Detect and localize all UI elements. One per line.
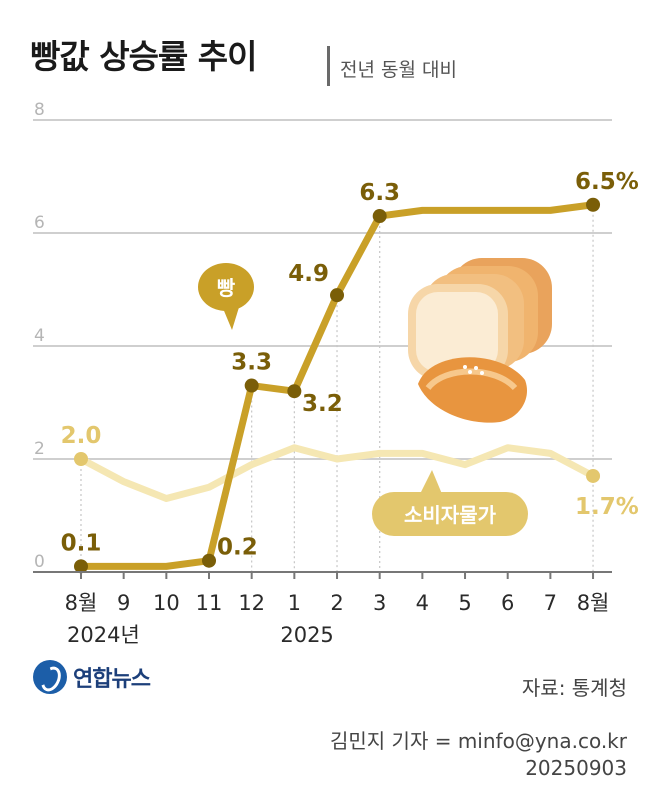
x-tick-label: 10 <box>153 591 180 615</box>
bread-point <box>372 209 387 224</box>
cpi-point <box>74 452 88 466</box>
x-tick-label: 5 <box>458 591 471 615</box>
x-tick-label: 9 <box>117 591 130 615</box>
bread-point <box>330 288 345 303</box>
chart-title: 빵값 상승률 추이 <box>30 37 257 76</box>
credit-block: 김민지 기자 = minfo@yna.co.kr 20250903 <box>330 728 627 782</box>
y-tick-label: 8 <box>34 100 45 120</box>
bread-data-label: 0.1 <box>61 530 102 556</box>
y-tick-label: 2 <box>34 439 45 459</box>
bread-data-label: 4.9 <box>288 261 329 287</box>
y-tick-label: 6 <box>34 213 45 233</box>
x-tick-label: 8월 <box>577 591 610 615</box>
y-tick-label: 0 <box>34 552 45 572</box>
bread-point <box>202 553 217 568</box>
bread-data-label: 6.3 <box>359 180 400 206</box>
logo-text: 연합뉴스 <box>73 667 151 692</box>
x-tick-label: 8월 <box>65 591 98 615</box>
year-label: 2024년 <box>67 623 140 647</box>
x-tick-label: 12 <box>238 591 265 615</box>
x-tick-label: 6 <box>501 591 514 615</box>
y-tick-label: 4 <box>34 326 45 346</box>
x-tick-label: 1 <box>288 591 301 615</box>
x-tick-label: 2 <box>330 591 343 615</box>
bread-legend-bubble: 빵 <box>198 263 254 330</box>
title-divider <box>327 46 330 86</box>
x-tick-label: 3 <box>373 591 386 615</box>
yonhap-logo-icon <box>33 660 67 694</box>
bread-point <box>244 378 259 393</box>
bread-point <box>287 384 302 399</box>
cpi-point <box>586 468 601 483</box>
cpi-legend-bubble: 소비자물가 <box>372 470 528 536</box>
bread-series-name: 빵 <box>217 276 236 300</box>
yonhap-logo: 연합뉴스 <box>33 660 151 694</box>
source-note: 자료: 통계청 <box>521 676 627 700</box>
date-line: 20250903 <box>525 756 627 780</box>
credit-line: 김민지 기자 = minfo@yna.co.kr <box>330 729 627 753</box>
chart-subtitle: 전년 동월 대비 <box>340 59 457 81</box>
cpi-data-label: 1.7% <box>575 494 639 520</box>
bread-point <box>586 197 601 212</box>
cpi-series-line <box>77 444 597 503</box>
bread-data-label: 3.2 <box>302 391 343 417</box>
year-label: 2025 <box>280 623 333 647</box>
bread-point <box>74 559 88 574</box>
bread-data-label: 6.5% <box>575 169 639 195</box>
x-tick-label: 7 <box>544 591 557 615</box>
bread-data-label: 3.3 <box>231 350 272 376</box>
bread-illustration <box>408 258 552 423</box>
cpi-data-label: 2.0 <box>61 423 102 449</box>
cpi-series-name: 소비자물가 <box>404 503 497 527</box>
x-tick-label: 11 <box>196 591 223 615</box>
bread-data-label: 0.2 <box>217 535 258 561</box>
x-tick-label: 4 <box>416 591 429 615</box>
